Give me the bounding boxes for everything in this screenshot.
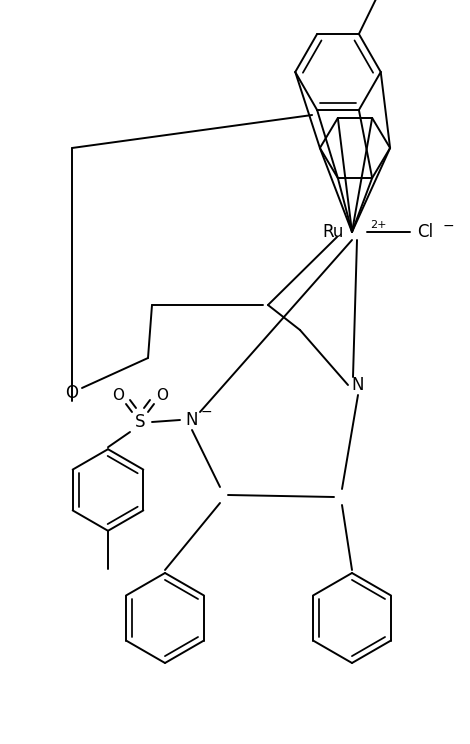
Text: O: O: [156, 388, 168, 403]
Text: Ru: Ru: [322, 223, 344, 241]
Text: 2+: 2+: [370, 220, 386, 230]
Text: S: S: [135, 413, 145, 431]
Text: −: −: [443, 219, 454, 233]
Text: N: N: [186, 411, 198, 429]
Text: Cl: Cl: [417, 223, 433, 241]
Text: O: O: [65, 384, 78, 402]
Text: N: N: [352, 376, 364, 394]
Text: O: O: [112, 388, 124, 403]
Text: −: −: [200, 405, 212, 419]
